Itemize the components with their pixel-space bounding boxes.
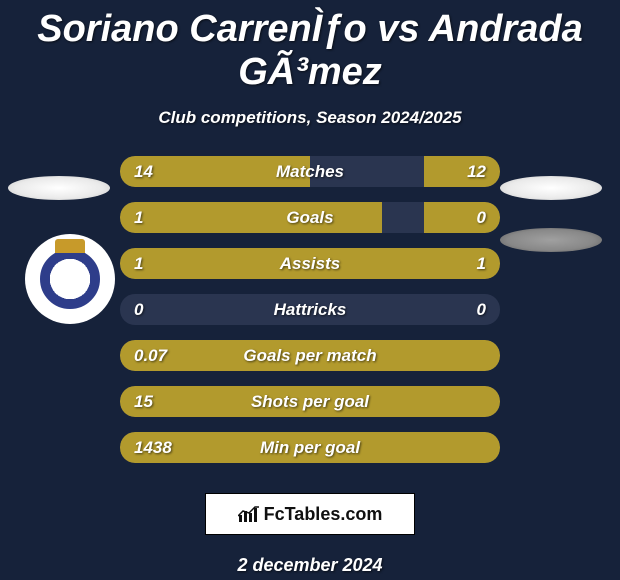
fctables-logo: FcTables.com bbox=[205, 493, 415, 535]
stat-label: Shots per goal bbox=[194, 392, 426, 412]
stat-row: 1438Min per goal bbox=[120, 432, 500, 463]
stat-value-right: 0 bbox=[426, 208, 486, 228]
stat-label: Assists bbox=[194, 254, 426, 274]
stat-value-right: 0 bbox=[426, 300, 486, 320]
stat-row: 0Hattricks0 bbox=[120, 294, 500, 325]
stat-label: Goals bbox=[194, 208, 426, 228]
stat-label: Matches bbox=[194, 162, 426, 182]
stat-value-left: 1 bbox=[134, 254, 194, 274]
stat-value-left: 1438 bbox=[134, 438, 194, 458]
stat-row: 1Goals0 bbox=[120, 202, 500, 233]
stat-value-left: 1 bbox=[134, 208, 194, 228]
crest-crown-icon bbox=[55, 239, 85, 253]
club-badge-placeholder-right-2 bbox=[500, 228, 602, 252]
date-label: 2 december 2024 bbox=[0, 555, 620, 576]
stat-value-left: 0 bbox=[134, 300, 194, 320]
stat-row: 0.07Goals per match bbox=[120, 340, 500, 371]
stat-value-right: 1 bbox=[426, 254, 486, 274]
club-crest-deportivo-icon bbox=[40, 249, 100, 309]
stat-row: 15Shots per goal bbox=[120, 386, 500, 417]
stat-label: Goals per match bbox=[194, 346, 426, 366]
club-badge-placeholder-top-right bbox=[500, 176, 602, 200]
stat-value-left: 15 bbox=[134, 392, 194, 412]
page-title: Soriano CarrenÌƒo vs Andrada GÃ³mez bbox=[0, 0, 620, 94]
club-badge-placeholder-top-left bbox=[8, 176, 110, 200]
stat-label: Min per goal bbox=[194, 438, 426, 458]
stat-rows: 14Matches121Goals01Assists10Hattricks00.… bbox=[120, 156, 500, 463]
fctables-chart-icon bbox=[238, 505, 260, 523]
stat-label: Hattricks bbox=[194, 300, 426, 320]
stat-value-left: 14 bbox=[134, 162, 194, 182]
fctables-logo-text: FcTables.com bbox=[264, 504, 383, 525]
stat-row: 14Matches12 bbox=[120, 156, 500, 187]
stat-value-left: 0.07 bbox=[134, 346, 194, 366]
club-crest-left bbox=[25, 234, 115, 324]
stats-area: 14Matches121Goals01Assists10Hattricks00.… bbox=[0, 156, 620, 463]
stat-row: 1Assists1 bbox=[120, 248, 500, 279]
page-subtitle: Club competitions, Season 2024/2025 bbox=[0, 108, 620, 128]
stat-value-right: 12 bbox=[426, 162, 486, 182]
